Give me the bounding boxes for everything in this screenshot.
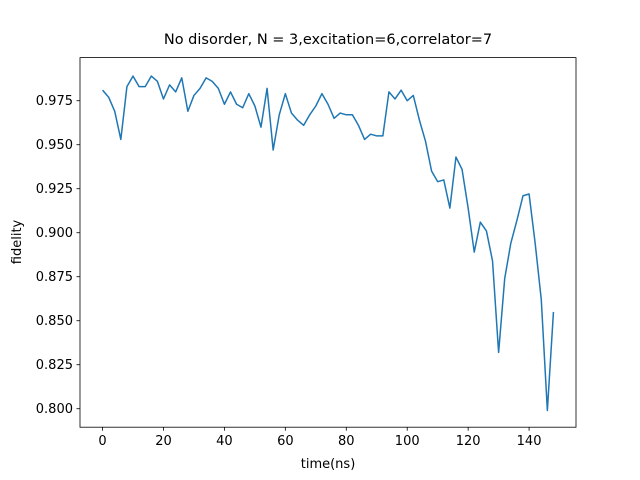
x-tick-label: 20 [155,434,172,449]
y-tick-label: 0.950 [36,138,73,153]
x-tick-label: 140 [517,434,542,449]
x-axis-label: time(ns) [301,457,356,472]
x-tick-label: 80 [338,434,355,449]
y-tick-label: 0.875 [36,270,73,285]
chart-title: No disorder, N = 3,excitation=6,correlat… [164,32,492,48]
x-tick-label: 0 [98,434,106,449]
y-tick-label: 0.900 [36,226,73,241]
y-tick-label: 0.825 [36,358,73,373]
y-tick-label: 0.800 [36,402,73,417]
x-tick-label: 120 [456,434,481,449]
x-tick-label: 60 [277,434,294,449]
y-tick-label: 0.925 [36,182,73,197]
y-tick-label: 0.850 [36,314,73,329]
y-axis-label: fidelity [10,219,25,264]
data-line [101,75,555,412]
axes-frame [79,57,577,428]
x-tick-label: 100 [395,434,420,449]
y-tick-label: 0.975 [36,94,73,109]
x-tick-label: 40 [216,434,233,449]
